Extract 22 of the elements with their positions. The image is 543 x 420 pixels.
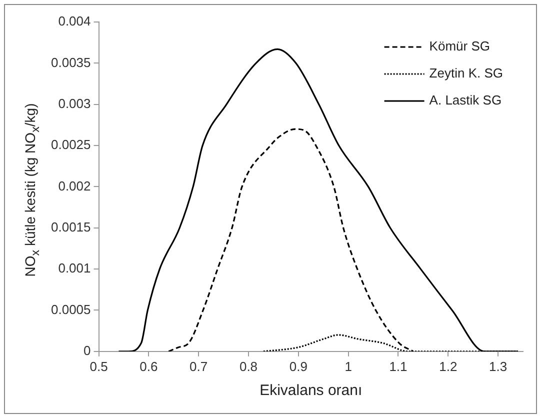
x-tick-label: 0.9 — [289, 358, 308, 374]
x-axis-title: Ekivalans oranı — [260, 382, 362, 400]
y-tick-label: 0.002 — [58, 178, 91, 194]
y-tick-label: 0.001 — [58, 260, 91, 276]
x-tick-label: 0.5 — [90, 358, 108, 374]
y-tick-label: 0.0005 — [50, 302, 91, 317]
legend-label: Kömür SG — [429, 38, 490, 54]
x-tick-label: 1.2 — [439, 358, 458, 374]
y-tick-label: 0.0025 — [50, 137, 91, 152]
y-tick-label: 0 — [84, 342, 91, 358]
y-tick-label: 0.004 — [58, 14, 91, 29]
legend-label: Zeytin K. SG — [429, 66, 504, 81]
x-tick-label: 1.1 — [389, 358, 408, 374]
x-tick-label: 0.8 — [239, 358, 258, 374]
x-tick-label: 1.3 — [489, 358, 508, 374]
x-tick-label: 0.7 — [190, 358, 208, 374]
y-tick-label: 0.0015 — [50, 219, 91, 234]
x-tick-label: 1 — [344, 358, 352, 374]
y-tick-label: 0.0035 — [50, 54, 91, 70]
x-tick-label: 0.6 — [140, 358, 158, 374]
legend-label: A. Lastik SG — [429, 92, 502, 108]
y-tick-label: 0.003 — [58, 96, 91, 111]
